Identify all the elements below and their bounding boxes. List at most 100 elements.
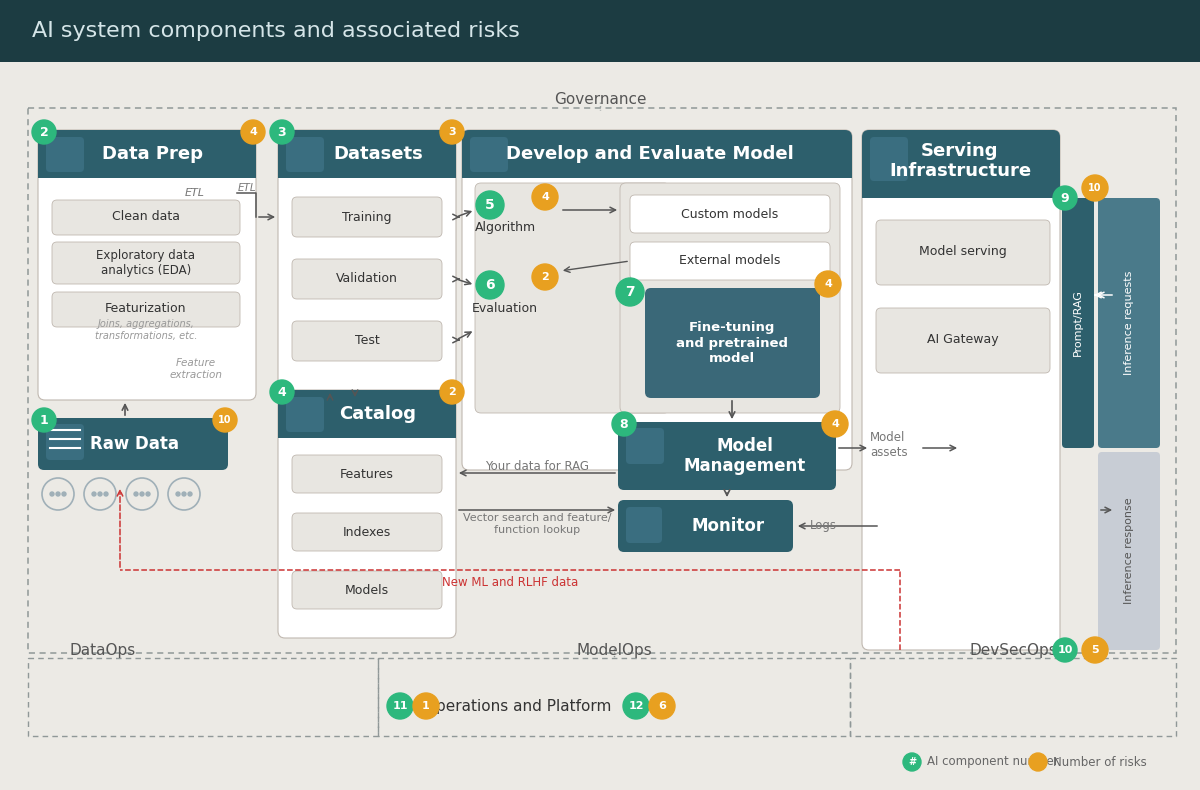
Text: Serving
Infrastructure: Serving Infrastructure: [889, 141, 1031, 180]
Text: Algorithm: Algorithm: [474, 221, 535, 235]
Text: ModelOps: ModelOps: [576, 642, 652, 657]
Circle shape: [214, 408, 238, 432]
Text: Fine-tuning
and pretrained
model: Fine-tuning and pretrained model: [676, 322, 788, 364]
FancyBboxPatch shape: [278, 390, 456, 438]
FancyBboxPatch shape: [292, 571, 442, 609]
Text: Models: Models: [344, 584, 389, 596]
Text: 3: 3: [448, 127, 456, 137]
Text: 6: 6: [485, 278, 494, 292]
Text: 2: 2: [448, 387, 456, 397]
Circle shape: [532, 264, 558, 290]
Text: 11: 11: [392, 701, 408, 711]
FancyBboxPatch shape: [52, 242, 240, 284]
Circle shape: [476, 191, 504, 219]
Text: ETL: ETL: [238, 183, 257, 193]
FancyBboxPatch shape: [52, 200, 240, 235]
Circle shape: [612, 412, 636, 436]
Text: 4: 4: [824, 279, 832, 289]
Text: Your data for RAG: Your data for RAG: [485, 460, 589, 472]
FancyBboxPatch shape: [462, 130, 852, 178]
Text: 1: 1: [40, 413, 48, 427]
FancyBboxPatch shape: [38, 130, 256, 178]
Text: Feature
extraction: Feature extraction: [169, 358, 222, 380]
FancyBboxPatch shape: [470, 137, 508, 172]
Text: Exploratory data
analytics (EDA): Exploratory data analytics (EDA): [96, 249, 196, 277]
Text: 10: 10: [1057, 645, 1073, 655]
Circle shape: [98, 492, 102, 496]
Circle shape: [1030, 753, 1046, 771]
Circle shape: [616, 278, 644, 306]
FancyBboxPatch shape: [38, 418, 228, 470]
Text: Test: Test: [355, 334, 379, 348]
Text: External models: External models: [679, 254, 781, 268]
Circle shape: [822, 411, 848, 437]
Text: 9: 9: [1061, 191, 1069, 205]
Text: Validation: Validation: [336, 273, 398, 285]
Text: Raw Data: Raw Data: [90, 435, 180, 453]
FancyBboxPatch shape: [278, 130, 456, 178]
FancyBboxPatch shape: [46, 424, 84, 460]
Text: Inference response: Inference response: [1124, 498, 1134, 604]
Circle shape: [815, 271, 841, 297]
Bar: [0, 0, 1200, 62]
FancyBboxPatch shape: [52, 292, 240, 327]
Circle shape: [182, 492, 186, 496]
Text: ETL: ETL: [185, 188, 205, 198]
Text: Catalog: Catalog: [340, 405, 416, 423]
FancyBboxPatch shape: [1098, 198, 1160, 448]
FancyBboxPatch shape: [870, 137, 908, 181]
Bar: [862, 175, 1060, 198]
Circle shape: [532, 184, 558, 210]
Text: AI system components and associated risks: AI system components and associated risk…: [32, 21, 520, 41]
Text: DataOps: DataOps: [70, 642, 136, 657]
Circle shape: [1054, 186, 1078, 210]
Text: Features: Features: [340, 468, 394, 480]
FancyBboxPatch shape: [292, 197, 442, 237]
FancyBboxPatch shape: [626, 428, 664, 464]
FancyBboxPatch shape: [626, 507, 662, 543]
FancyBboxPatch shape: [1098, 452, 1160, 650]
Circle shape: [32, 120, 56, 144]
Circle shape: [176, 492, 180, 496]
Text: Operations and Platform: Operations and Platform: [425, 698, 612, 713]
FancyBboxPatch shape: [462, 130, 852, 470]
Bar: [28, 658, 378, 736]
FancyBboxPatch shape: [278, 390, 456, 638]
FancyBboxPatch shape: [286, 397, 324, 432]
Circle shape: [413, 693, 439, 719]
Circle shape: [146, 492, 150, 496]
Bar: [28, 108, 1176, 653]
Text: Number of risks: Number of risks: [1054, 755, 1147, 769]
Text: 4: 4: [541, 192, 548, 202]
Bar: [278, 155, 456, 178]
Text: 5: 5: [485, 198, 494, 212]
Circle shape: [140, 492, 144, 496]
Circle shape: [92, 492, 96, 496]
Circle shape: [440, 120, 464, 144]
FancyBboxPatch shape: [278, 130, 456, 400]
Text: Model
assets: Model assets: [870, 431, 907, 459]
Circle shape: [440, 380, 464, 404]
Text: 8: 8: [619, 417, 629, 431]
Text: Clean data: Clean data: [112, 210, 180, 224]
Circle shape: [386, 693, 413, 719]
Circle shape: [134, 492, 138, 496]
Circle shape: [1082, 175, 1108, 201]
Text: Monitor: Monitor: [691, 517, 764, 535]
Text: 4: 4: [277, 386, 287, 398]
Bar: [38, 155, 256, 178]
Text: 2: 2: [40, 126, 48, 138]
Text: 7: 7: [625, 285, 635, 299]
FancyBboxPatch shape: [646, 288, 820, 398]
Text: Model serving: Model serving: [919, 246, 1007, 258]
Text: Datasets: Datasets: [334, 145, 422, 163]
Circle shape: [32, 408, 56, 432]
Bar: [278, 415, 456, 438]
Bar: [850, 658, 1176, 736]
Text: 10: 10: [218, 415, 232, 425]
Circle shape: [104, 492, 108, 496]
Text: New ML and RLHF data: New ML and RLHF data: [442, 575, 578, 589]
FancyBboxPatch shape: [292, 455, 442, 493]
Text: Develop and Evaluate Model: Develop and Evaluate Model: [506, 145, 794, 163]
FancyBboxPatch shape: [630, 242, 830, 280]
